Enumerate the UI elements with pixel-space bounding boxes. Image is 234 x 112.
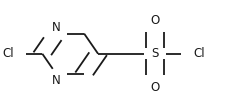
Text: N: N [52,74,61,87]
Text: O: O [150,81,160,94]
Text: S: S [151,47,159,60]
Text: N: N [52,21,61,34]
Text: Cl: Cl [3,47,15,60]
Text: O: O [150,14,160,27]
Text: Cl: Cl [193,47,205,60]
